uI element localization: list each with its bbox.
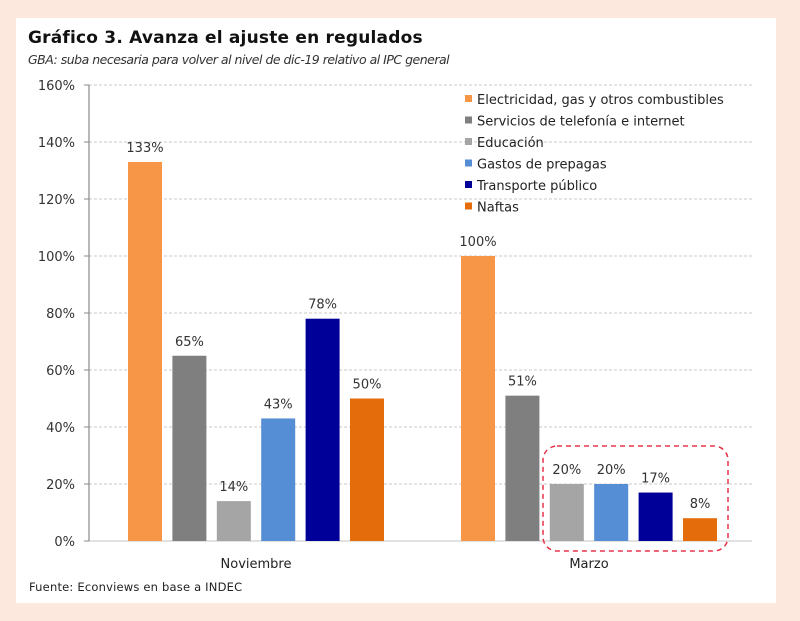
chart-source: Fuente: Econviews en base a INDEC (29, 580, 243, 594)
legend-label: Educación (477, 136, 544, 151)
bar (683, 518, 717, 541)
data-label: 20% (552, 463, 581, 478)
data-label: 51% (508, 375, 537, 390)
bar (350, 398, 384, 541)
bar (638, 492, 673, 541)
data-label: 100% (459, 235, 496, 250)
legend-swatch (465, 181, 472, 188)
data-label: 8% (690, 497, 711, 512)
bar (594, 484, 629, 541)
x-category-label: Noviembre (221, 557, 292, 572)
y-tick-label: 60% (46, 364, 75, 379)
data-label: 14% (219, 480, 248, 495)
data-label: 133% (126, 141, 163, 156)
x-category-label: Marzo (569, 557, 608, 572)
bar (261, 418, 296, 541)
bar (128, 161, 162, 541)
y-tick-label: 80% (46, 307, 75, 322)
data-label: 65% (175, 335, 204, 350)
bar (505, 395, 540, 541)
legend-swatch (465, 202, 472, 210)
bar (216, 501, 251, 541)
y-tick-label: 20% (46, 478, 75, 493)
legend-swatch (465, 95, 472, 102)
legend-swatch (465, 116, 472, 124)
y-tick-label: 160% (38, 79, 75, 94)
bar (172, 355, 207, 541)
legend-swatch (465, 159, 472, 167)
bar (461, 256, 495, 541)
y-tick-label: 100% (38, 250, 75, 265)
legend-swatch (465, 138, 472, 145)
data-label: 50% (353, 378, 382, 393)
y-tick-label: 120% (38, 193, 75, 208)
data-label: 43% (264, 397, 293, 412)
legend-label: Electricidad, gas y otros combustibles (477, 93, 724, 108)
chart-subtitle: GBA: suba necesaria para volver al nivel… (28, 52, 450, 67)
legend-label: Servicios de telefonía e internet (477, 115, 685, 130)
data-label: 78% (308, 298, 337, 313)
bar (305, 318, 340, 541)
highlight-box (542, 445, 729, 552)
chart-title: Gráfico 3. Avanza el ajuste en regulados (28, 28, 423, 48)
legend-label: Transporte público (476, 179, 597, 194)
bar (549, 484, 584, 541)
y-tick-label: 140% (38, 136, 75, 151)
y-tick-label: 0% (54, 535, 75, 550)
data-label: 17% (641, 472, 670, 487)
legend-label: Gastos de prepagas (477, 158, 607, 173)
legend-label: Naftas (477, 201, 519, 216)
y-tick-label: 40% (46, 421, 75, 436)
data-label: 20% (597, 463, 626, 478)
